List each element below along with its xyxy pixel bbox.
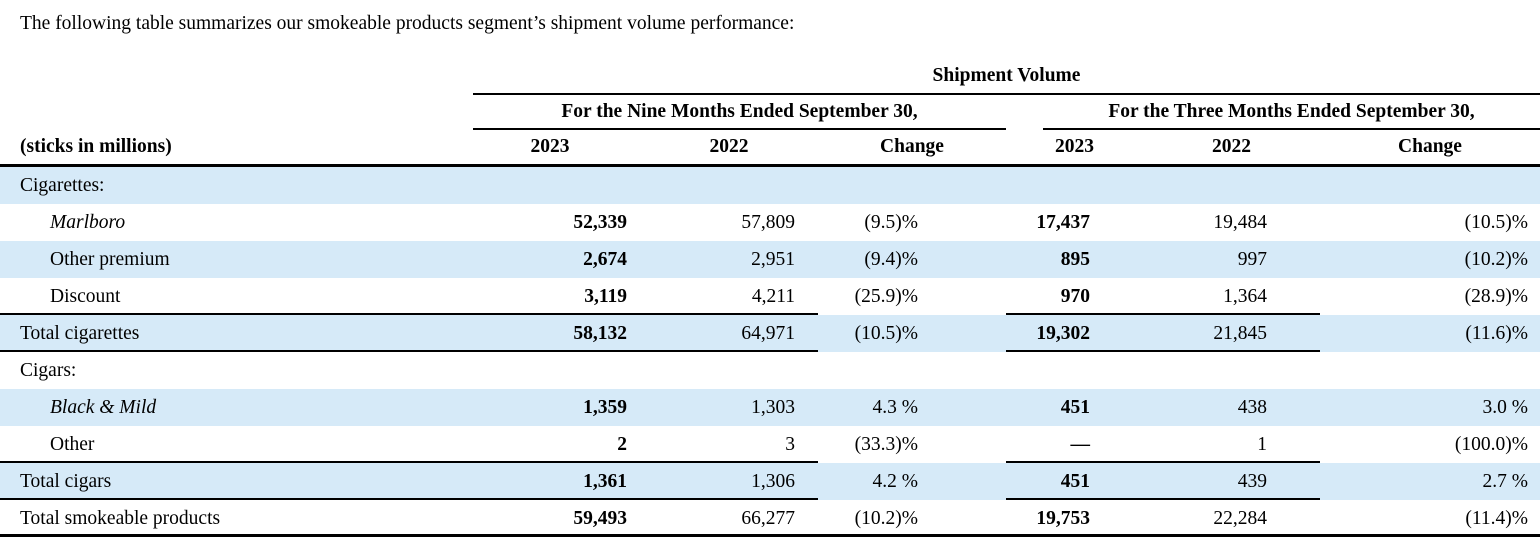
value-nine-2023: 58,132 <box>460 315 640 352</box>
table-row-cigarettes-section: Cigarettes: <box>0 167 1540 204</box>
value-three-2022: 1 <box>1143 426 1320 463</box>
shipment-volume-table: Shipment Volume For the Nine Months Ende… <box>0 59 1540 537</box>
value-three-2023: 895 <box>1060 249 1090 270</box>
row-label: Cigars: <box>20 360 77 381</box>
table-title: Shipment Volume <box>473 59 1540 95</box>
group-header-nine-months: For the Nine Months Ended September 30, <box>473 95 1006 130</box>
col-header-nine-2023: 2023 <box>530 136 570 157</box>
value-three-2023: 451 <box>1060 397 1090 418</box>
row-label: Total cigarettes <box>0 315 460 352</box>
table-row-cigars-section: Cigars: <box>0 352 1540 389</box>
value-three-2022: 19,484 <box>1213 212 1267 233</box>
value-nine-change: 4.3 % <box>872 397 919 418</box>
value-three-2022: 1,364 <box>1143 278 1320 315</box>
value-nine-2023: 2 <box>460 426 640 463</box>
value-three-change: (28.9)% <box>1464 286 1528 307</box>
value-three-2022: 997 <box>1237 249 1267 270</box>
column-header-row: (sticks in millions) 2023 2022 Change 20… <box>0 130 1540 167</box>
value-three-change: (10.5)% <box>1464 212 1528 233</box>
row-label: Other <box>0 426 460 463</box>
value-nine-change: (10.2)% <box>854 508 918 529</box>
table-row-total-cigars: Total cigars 1,361 1,306 4.2 % 451 439 2… <box>0 463 1540 500</box>
value-nine-2022: 4,211 <box>640 278 818 315</box>
value-three-2023: 17,437 <box>1036 212 1090 233</box>
value-three-2023: — <box>1006 426 1143 463</box>
table-row-total-smokeable-products: Total smokeable products 59,493 66,277 (… <box>0 500 1540 537</box>
value-nine-2022: 57,809 <box>741 212 795 233</box>
table-row-discount: Discount 3,119 4,211 (25.9)% 970 1,364 (… <box>0 278 1540 315</box>
row-label: Cigarettes: <box>20 175 105 196</box>
value-three-change: (11.4)% <box>1465 508 1528 529</box>
stub-header: (sticks in millions) <box>20 136 172 157</box>
intro-paragraph: The following table summarizes our smoke… <box>20 13 795 34</box>
stub-spacer <box>0 59 460 95</box>
value-nine-2022: 66,277 <box>741 508 795 529</box>
table-row-marlboro: Marlboro 52,339 57,809 (9.5)% 17,437 19,… <box>0 204 1540 241</box>
value-nine-2023: 2,674 <box>583 249 627 270</box>
row-label: Total cigars <box>0 463 460 500</box>
table-title-row: Shipment Volume <box>0 59 1540 95</box>
col-header-nine-2022: 2022 <box>709 136 749 157</box>
value-three-2023: 19,302 <box>1006 315 1143 352</box>
value-three-2022: 438 <box>1237 397 1267 418</box>
value-nine-2022: 1,303 <box>751 397 795 418</box>
row-label: Total smokeable products <box>20 508 221 529</box>
value-nine-change: (9.4)% <box>864 249 918 270</box>
row-label: Other premium <box>50 249 170 270</box>
row-label: Black & Mild <box>50 397 157 418</box>
table-row-other-cigars: Other 2 3 (33.3)% — 1 (100.0)% <box>0 426 1540 463</box>
value-nine-change: 4.2 % <box>872 471 919 492</box>
value-nine-change: (9.5)% <box>864 212 918 233</box>
table-row-total-cigarettes: Total cigarettes 58,132 64,971 (10.5)% 1… <box>0 315 1540 352</box>
value-three-change: (11.6)% <box>1465 323 1528 344</box>
value-nine-2023: 3,119 <box>460 278 640 315</box>
value-three-2023: 451 <box>1006 463 1143 500</box>
group-header-three-months: For the Three Months Ended September 30, <box>1043 95 1540 130</box>
table-row-black-and-mild: Black & Mild 1,359 1,303 4.3 % 451 438 3… <box>0 389 1540 426</box>
value-nine-2022: 1,306 <box>640 463 818 500</box>
group-header-row: For the Nine Months Ended September 30, … <box>0 95 1540 130</box>
stub-spacer <box>0 95 460 130</box>
value-three-2022: 439 <box>1143 463 1320 500</box>
value-nine-2022: 2,951 <box>751 249 795 270</box>
value-nine-2022: 64,971 <box>640 315 818 352</box>
value-three-2023: 19,753 <box>1036 508 1090 529</box>
value-nine-change: (10.5)% <box>854 323 918 344</box>
value-nine-2023: 52,339 <box>573 212 627 233</box>
value-three-change: (100.0)% <box>1454 434 1528 455</box>
table-row-other-premium: Other premium 2,674 2,951 (9.4)% 895 997… <box>0 241 1540 278</box>
row-label: Marlboro <box>50 212 126 233</box>
value-three-change: 3.0 % <box>1482 397 1529 418</box>
value-nine-2023: 59,493 <box>573 508 627 529</box>
col-header-nine-change: Change <box>880 136 944 157</box>
value-three-2022: 22,284 <box>1213 508 1267 529</box>
value-three-2022: 21,845 <box>1143 315 1320 352</box>
value-three-change: 2.7 % <box>1482 471 1529 492</box>
value-nine-change: (33.3)% <box>854 434 918 455</box>
value-three-2023: 970 <box>1006 278 1143 315</box>
value-nine-2022: 3 <box>640 426 818 463</box>
row-label: Discount <box>0 278 460 315</box>
col-header-three-2022: 2022 <box>1212 136 1251 157</box>
value-nine-change: (25.9)% <box>854 286 918 307</box>
col-header-three-change: Change <box>1398 136 1462 157</box>
value-three-change: (10.2)% <box>1464 249 1528 270</box>
value-nine-2023: 1,361 <box>460 463 640 500</box>
value-nine-2023: 1,359 <box>583 397 627 418</box>
col-header-three-2023: 2023 <box>1055 136 1094 157</box>
